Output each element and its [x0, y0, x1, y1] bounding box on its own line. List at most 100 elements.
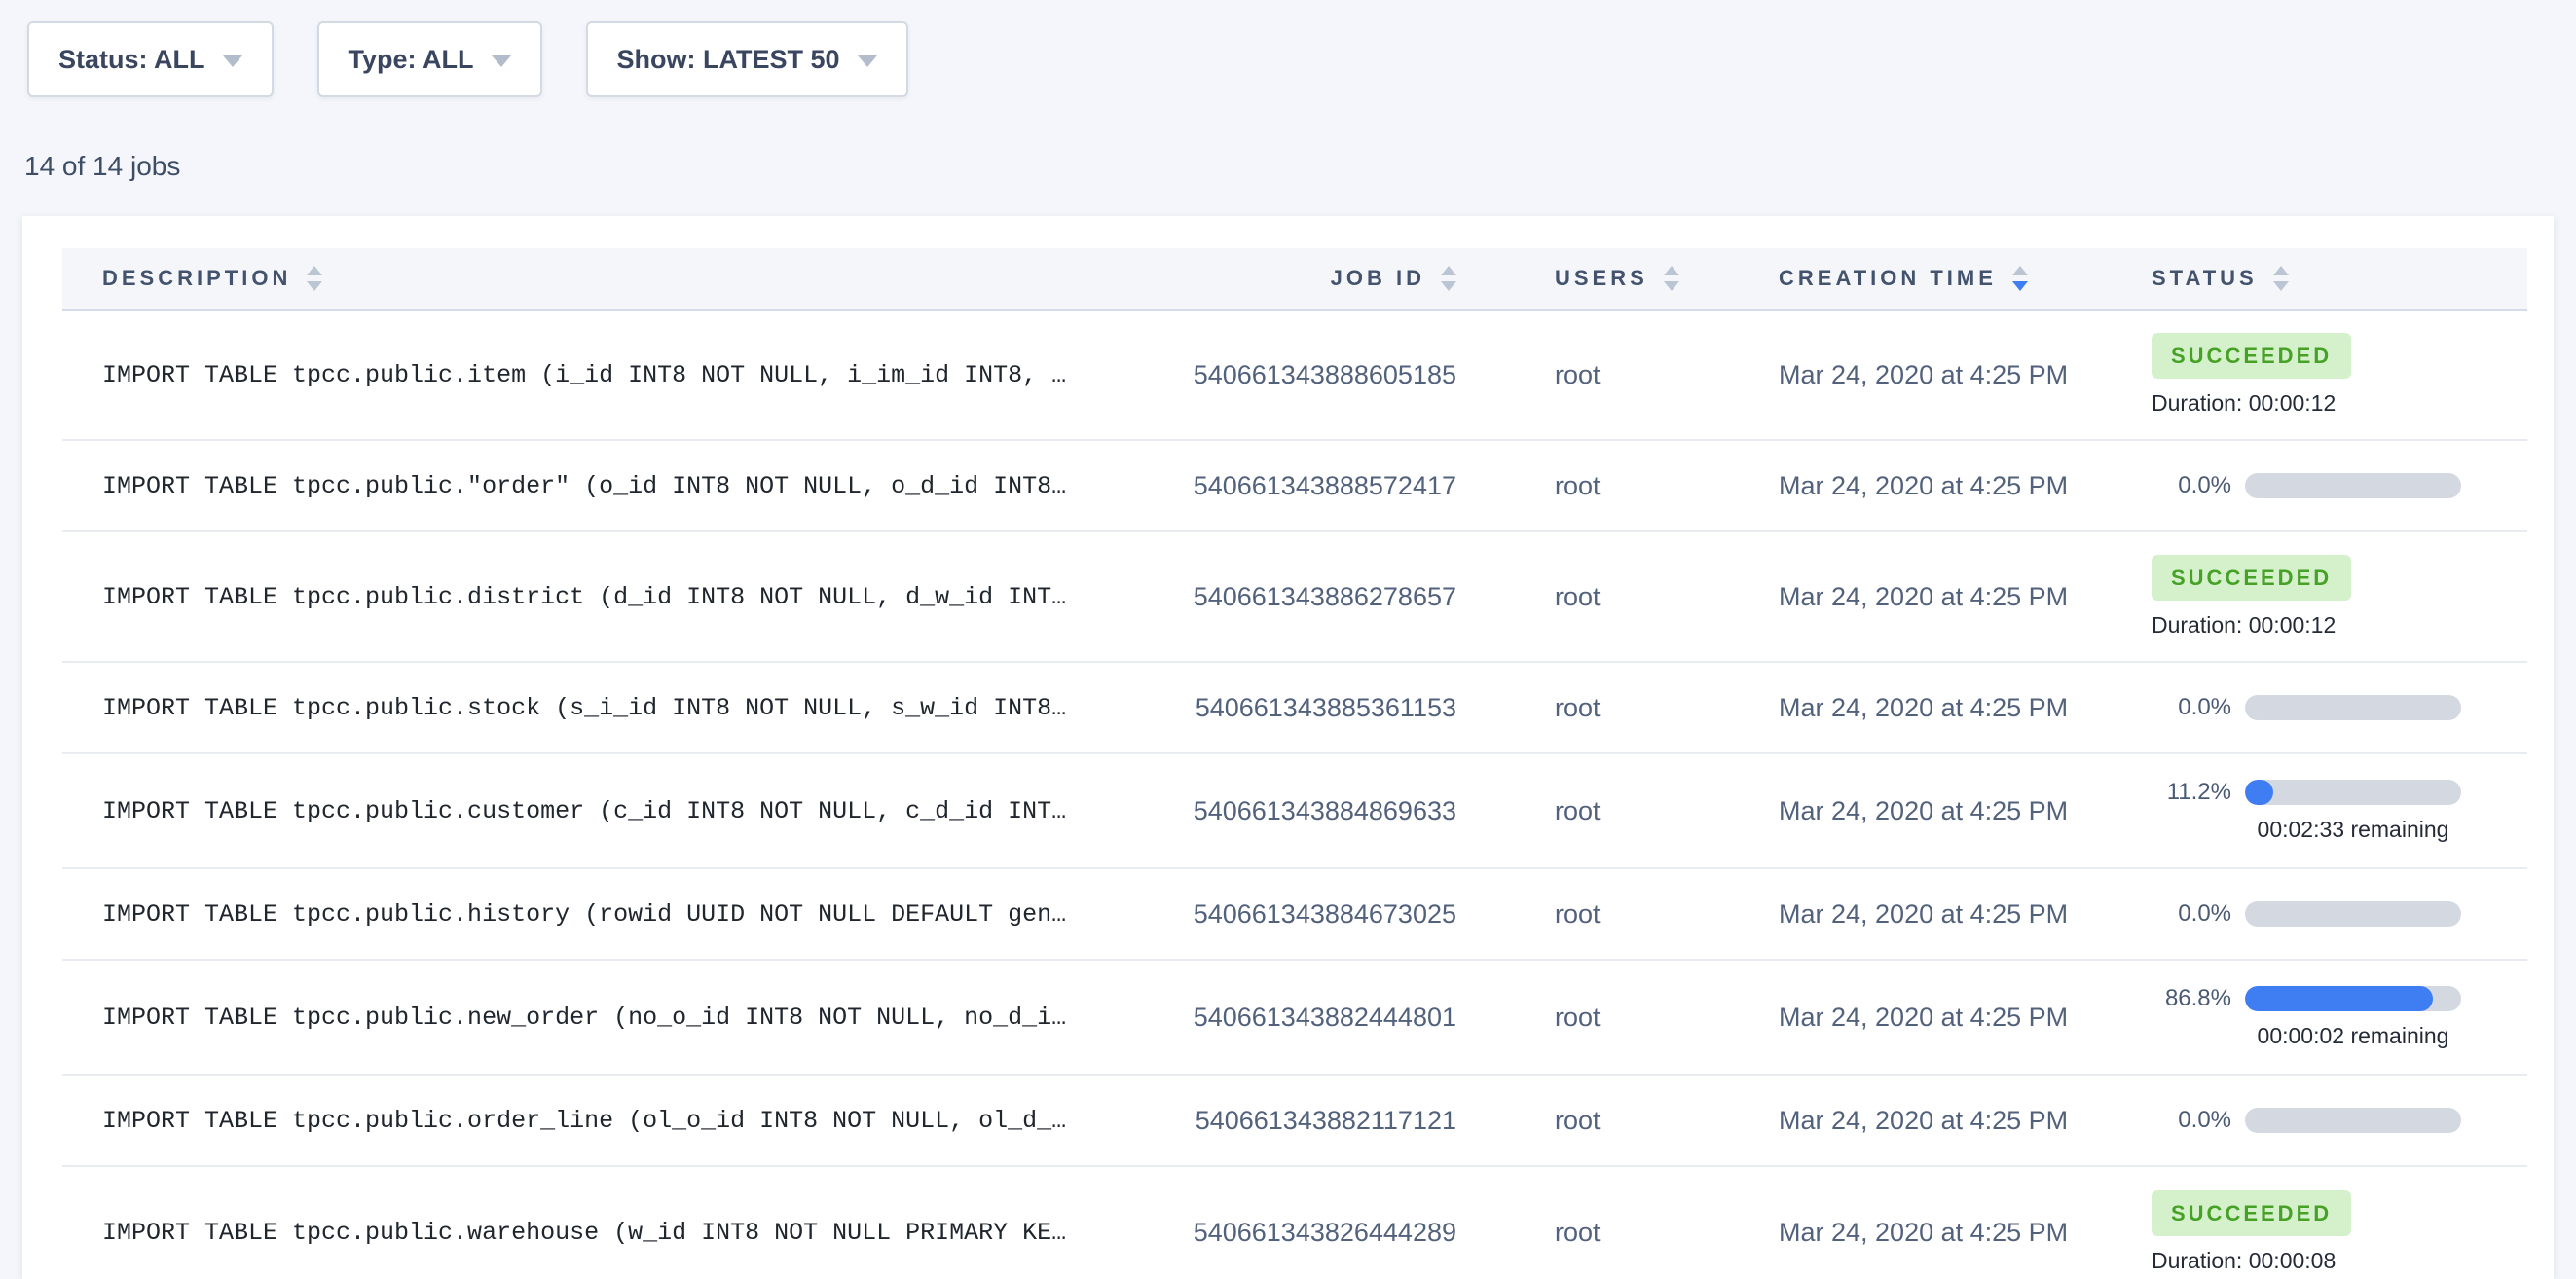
sort-asc-icon	[307, 266, 323, 275]
table-body: IMPORT TABLE tpcc.public.item (i_id INT8…	[62, 311, 2527, 1279]
filters-bar: Status: ALL Type: ALL Show: LATEST 50	[27, 21, 908, 97]
job-status-cell: SUCCEEDED Duration: 00:00:12	[2152, 555, 2527, 639]
status-badge: SUCCEEDED	[2152, 1190, 2352, 1236]
job-id: 540661343888605185	[1193, 359, 1456, 389]
jobs-count-summary: 14 of 14 jobs	[24, 151, 181, 181]
job-description: IMPORT TABLE tpcc.public.history (rowid …	[102, 899, 1067, 929]
sort-asc-icon	[1663, 266, 1679, 275]
job-description: IMPORT TABLE tpcc.public.stock (s_i_id I…	[102, 693, 1067, 722]
progress-bar-track	[2245, 473, 2461, 498]
sort-desc-icon	[1663, 281, 1679, 291]
sort-desc-icon	[307, 281, 323, 291]
progress-line: 0.0%	[2152, 900, 2527, 928]
table-row: IMPORT TABLE tpcc.public.order_line (ol_…	[62, 1076, 2527, 1167]
job-creation-time: Mar 24, 2020 at 4:25 PM	[1779, 1002, 2069, 1032]
time-remaining: 00:00:02 remaining	[2257, 1023, 2449, 1048]
job-description: IMPORT TABLE tpcc.public.district (d_id …	[102, 582, 1067, 611]
table-row: IMPORT TABLE tpcc.public.stock (s_i_id I…	[62, 663, 2527, 754]
sort-asc-icon	[1441, 266, 1456, 275]
progress-line: 86.8%	[2152, 985, 2527, 1012]
progress-bar-fill	[2245, 986, 2433, 1011]
chevron-down-icon	[491, 55, 511, 67]
job-description: IMPORT TABLE tpcc.public."order" (o_id I…	[102, 471, 1067, 500]
progress-bar-track	[2245, 1108, 2461, 1133]
table-row: IMPORT TABLE tpcc.public.item (i_id INT8…	[62, 311, 2527, 441]
job-description: IMPORT TABLE tpcc.public.warehouse (w_id…	[102, 1218, 1067, 1247]
job-id: 540661343882117121	[1195, 1105, 1456, 1135]
column-label-job_id: JOB ID	[1330, 266, 1425, 290]
job-duration: Duration: 00:00:12	[2152, 390, 2337, 416]
progress-percent: 86.8%	[2164, 985, 2231, 1011]
job-creation-time: Mar 24, 2020 at 4:25 PM	[1779, 470, 2069, 500]
job-duration: Duration: 00:00:08	[2152, 1248, 2337, 1273]
job-status-cell: SUCCEEDED Duration: 00:00:12	[2152, 333, 2527, 417]
status-filter-dropdown[interactable]: Status: ALL	[27, 21, 274, 97]
progress-bar-track	[2245, 901, 2461, 927]
status-filter-label: Status: ALL	[58, 44, 205, 74]
table-row: IMPORT TABLE tpcc.public.warehouse (w_id…	[62, 1167, 2527, 1279]
sort-arrows-icon	[2011, 266, 2028, 291]
column-header-users[interactable]: USERS	[1460, 266, 1779, 291]
progress-percent: 0.0%	[2178, 472, 2231, 498]
job-duration: Duration: 00:00:12	[2152, 612, 2337, 638]
time-remaining: 00:02:33 remaining	[2257, 817, 2449, 842]
type-filter-dropdown[interactable]: Type: ALL	[316, 21, 542, 97]
show-filter-dropdown[interactable]: Show: LATEST 50	[585, 21, 908, 97]
job-id: 540661343826444289	[1193, 1217, 1456, 1247]
sort-desc-icon	[2011, 281, 2028, 291]
job-user: root	[1555, 470, 1601, 500]
job-creation-time: Mar 24, 2020 at 4:25 PM	[1779, 359, 2069, 389]
progress-percent: 0.0%	[2178, 900, 2231, 927]
progress-bar-track	[2245, 780, 2461, 805]
column-label-users: USERS	[1555, 266, 1648, 290]
sort-arrows-icon	[1441, 266, 1456, 291]
sort-arrows-icon	[2272, 266, 2289, 291]
status-badge: SUCCEEDED	[2152, 333, 2352, 379]
job-description: IMPORT TABLE tpcc.public.item (i_id INT8…	[102, 360, 1067, 389]
job-status-cell: 0.0%	[2152, 694, 2527, 721]
column-header-description[interactable]: DESCRIPTION	[62, 266, 1129, 291]
column-label-creation_time: CREATION TIME	[1779, 266, 1997, 290]
job-creation-time: Mar 24, 2020 at 4:25 PM	[1779, 1105, 2069, 1135]
progress-line: 0.0%	[2152, 472, 2527, 499]
column-label-status: STATUS	[2152, 266, 2258, 290]
progress-bar-fill	[2245, 780, 2273, 805]
column-header-job_id[interactable]: JOB ID	[1129, 266, 1460, 291]
job-user: root	[1555, 359, 1601, 389]
progress-bar-track	[2245, 695, 2461, 720]
column-label-description: DESCRIPTION	[102, 266, 292, 290]
job-id: 540661343885361153	[1195, 692, 1456, 722]
job-user: root	[1555, 898, 1601, 929]
job-status-cell: 0.0%	[2152, 472, 2527, 499]
sort-asc-icon	[2272, 266, 2289, 275]
table-row: IMPORT TABLE tpcc.public.district (d_id …	[62, 532, 2527, 663]
job-creation-time: Mar 24, 2020 at 4:25 PM	[1779, 795, 2069, 825]
job-user: root	[1555, 1002, 1601, 1032]
progress-percent: 11.2%	[2166, 779, 2231, 805]
job-user: root	[1555, 795, 1601, 825]
jobs-table-card: DESCRIPTION JOB ID USERS CREATION TIME STATU…	[22, 216, 2554, 1279]
job-status-cell: SUCCEEDED Duration: 00:00:08	[2152, 1190, 2527, 1274]
show-filter-label: Show: LATEST 50	[616, 44, 840, 74]
status-badge: SUCCEEDED	[2152, 555, 2352, 601]
progress-percent: 0.0%	[2178, 1107, 2231, 1133]
progress-bar-track	[2245, 986, 2461, 1011]
job-status-cell: 86.8% 00:00:02 remaining	[2152, 985, 2527, 1049]
job-user: root	[1555, 1217, 1601, 1247]
job-creation-time: Mar 24, 2020 at 4:25 PM	[1779, 898, 2069, 929]
column-header-status[interactable]: STATUS	[2152, 266, 2527, 291]
job-status-cell: 11.2% 00:02:33 remaining	[2152, 779, 2527, 843]
job-user: root	[1555, 581, 1601, 611]
table-header-row: DESCRIPTION JOB ID USERS CREATION TIME STATU…	[62, 248, 2527, 311]
job-id: 540661343886278657	[1193, 581, 1456, 611]
sort-desc-icon	[2272, 281, 2289, 291]
job-creation-time: Mar 24, 2020 at 4:25 PM	[1779, 692, 2069, 722]
table-row: IMPORT TABLE tpcc.public.new_order (no_o…	[62, 961, 2527, 1076]
job-description: IMPORT TABLE tpcc.public.customer (c_id …	[102, 796, 1067, 825]
column-header-creation_time[interactable]: CREATION TIME	[1779, 266, 2152, 291]
job-id: 540661343884673025	[1193, 898, 1456, 929]
job-id: 540661343888572417	[1193, 470, 1456, 500]
job-user: root	[1555, 1105, 1601, 1135]
sort-arrows-icon	[307, 266, 323, 291]
type-filter-label: Type: ALL	[348, 44, 474, 74]
